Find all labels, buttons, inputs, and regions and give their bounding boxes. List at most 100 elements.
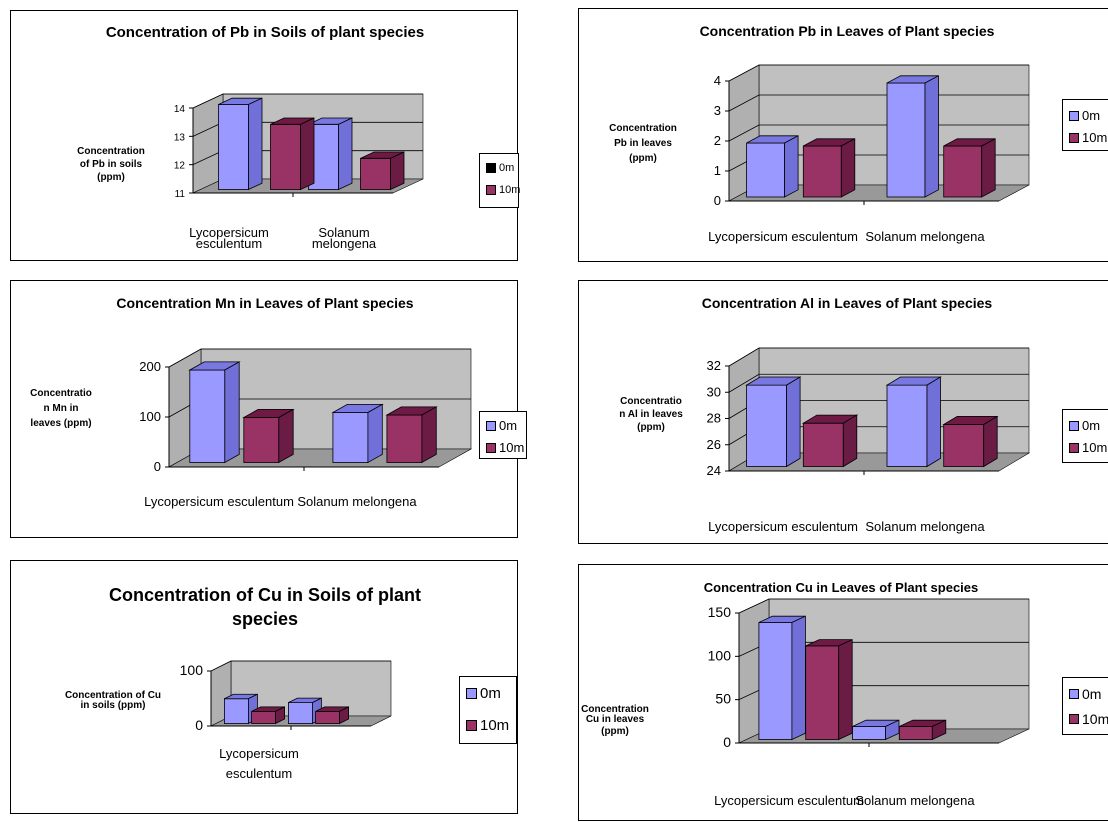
legend-item: 10m — [466, 717, 509, 734]
y-axis-label-line-1: Concentration — [77, 146, 145, 157]
y-tick-label: 28 — [707, 411, 721, 426]
legend-swatch — [486, 420, 496, 431]
chart-panel-al-leaves: Concentration Al in Leaves of Plant spec… — [578, 280, 1108, 544]
y-axis-label-line-2: Cu in leaves — [586, 714, 645, 725]
y-tick-label: 0 — [154, 459, 161, 474]
x-category-label: Lycopersicum esculentum — [708, 229, 858, 244]
x-category-label: Lycopersicum esculentum — [144, 494, 294, 509]
bar-front — [189, 369, 226, 463]
y-tick-label: 100 — [708, 647, 732, 663]
y-tick-label: 100 — [180, 662, 204, 678]
y-tick-label: 11 — [175, 189, 186, 200]
gridline — [738, 598, 1029, 614]
gridline — [192, 93, 423, 109]
x-category-label: Solanum melongena — [297, 494, 417, 509]
y-tick-label: 1 — [714, 163, 721, 178]
legend-item: 0m — [1069, 108, 1100, 123]
y-tick-label: 12 — [174, 161, 186, 172]
bar-front — [332, 412, 369, 463]
y-axis-label-line-2: n Al in leaves — [619, 409, 683, 420]
bar-side — [248, 97, 263, 191]
bar-front — [886, 82, 926, 198]
bar-side — [421, 406, 437, 464]
y-tick-label: 30 — [707, 384, 721, 399]
chart-title-line-2: species — [232, 609, 298, 629]
chart-svg: Concentration Pb in Leaves of Plant spec… — [609, 23, 1030, 244]
bar-front — [943, 145, 983, 198]
x-category-label: Lycopersicum — [219, 746, 299, 761]
chart-title: Concentration Pb in Leaves of Plant spec… — [700, 23, 995, 39]
bar-front — [852, 726, 886, 740]
legend-item: 0m — [466, 685, 501, 702]
legend-swatch — [1069, 442, 1079, 453]
bar-front — [287, 702, 313, 724]
legend-item: 0m — [1069, 418, 1100, 433]
legend-label: 10m — [1082, 711, 1108, 727]
legend: 0m 10m — [1062, 99, 1108, 151]
y-axis-label-line-2: of Pb in soils — [80, 159, 143, 170]
legend-label: 10m — [480, 717, 510, 734]
bar-front — [886, 384, 928, 467]
bar-side — [983, 415, 998, 468]
y-axis-label-line-3: (ppm) — [629, 153, 657, 164]
bar-side — [926, 376, 941, 468]
y-axis-label-line-3: leaves (ppm) — [30, 418, 91, 429]
bar-front — [805, 645, 840, 740]
y-tick-label: 0 — [195, 717, 203, 733]
legend: 0m 10m — [1062, 409, 1108, 463]
bar-front — [315, 710, 341, 724]
legend-label: 0m — [499, 418, 518, 433]
chart-svg: Concentration of Pb in Soils of plant sp… — [77, 24, 424, 251]
y-tick-label: 150 — [708, 604, 732, 620]
gridline — [728, 347, 1029, 367]
plot-area: 0 100 200 — [139, 348, 473, 474]
chart-svg: Concentration Cu in Leaves of Plant spec… — [581, 580, 1030, 808]
bar-front — [746, 142, 786, 198]
legend-label: 0m — [1082, 108, 1101, 123]
legend-swatch — [466, 688, 477, 699]
y-tick-label: 2 — [714, 133, 721, 148]
y-axis-label-line-3: (ppm) — [601, 726, 629, 737]
chart-svg: Concentration of Cu in Soils of plant sp… — [65, 585, 421, 781]
legend-swatch — [486, 442, 496, 453]
gridline — [728, 373, 1029, 393]
legend-swatch — [1069, 714, 1079, 724]
legend-label: 10m — [499, 440, 525, 455]
legend-label: 0m — [1082, 418, 1101, 433]
chart-title-line-1: Concentration of Cu in Soils of plant — [109, 585, 421, 605]
x-category-label: Solanum melongena — [865, 229, 985, 244]
bar-side — [784, 135, 799, 198]
y-tick-label: 100 — [139, 409, 161, 424]
legend-swatch — [1069, 689, 1079, 699]
gridline — [210, 660, 391, 672]
y-tick-label: 50 — [715, 691, 731, 707]
legend-label: 0m — [499, 162, 515, 174]
legend-item: 0m — [486, 162, 514, 174]
y-tick-label: 0 — [714, 193, 721, 208]
x-category-label: esculentum — [196, 236, 262, 251]
legend-item: 10m — [1069, 440, 1107, 455]
gridline — [728, 64, 1029, 82]
legend: 0m 10m — [459, 676, 517, 744]
y-axis-label-line-1: Concentratio — [620, 396, 682, 407]
chart-title: Concentration of Pb in Soils of plant sp… — [106, 24, 424, 41]
bar-side — [390, 151, 405, 191]
x-category-label: melongena — [312, 236, 377, 251]
bar-side — [339, 706, 350, 725]
y-axis-label-line-2: n Mn in — [44, 403, 79, 414]
legend-item: 10m — [486, 184, 520, 196]
bar-front — [746, 384, 788, 467]
y-tick-label: 200 — [139, 359, 161, 374]
bar-front — [386, 414, 423, 463]
x-category-label: Lycopersicum esculentum — [714, 793, 864, 808]
legend: 0m 10m — [1062, 677, 1108, 735]
x-category-label: Solanum melongena — [865, 519, 985, 534]
bar-side — [338, 117, 353, 191]
x-category-label: Solanum melongena — [855, 793, 975, 808]
y-tick-label: 14 — [174, 104, 186, 115]
bar-front — [223, 698, 249, 724]
bar-front — [218, 104, 249, 190]
legend-swatch — [1069, 132, 1079, 143]
legend-label: 0m — [480, 685, 501, 702]
y-axis-label-line-1: Concentration — [609, 123, 677, 134]
